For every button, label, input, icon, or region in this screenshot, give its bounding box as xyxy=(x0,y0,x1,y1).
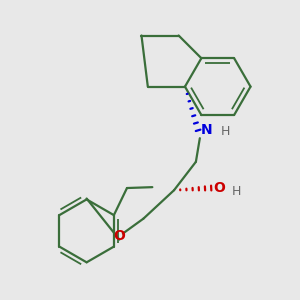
Text: O: O xyxy=(113,229,125,243)
Text: N: N xyxy=(201,123,213,137)
Text: O: O xyxy=(213,181,225,195)
Text: H: H xyxy=(232,185,242,198)
Text: H: H xyxy=(221,125,231,138)
